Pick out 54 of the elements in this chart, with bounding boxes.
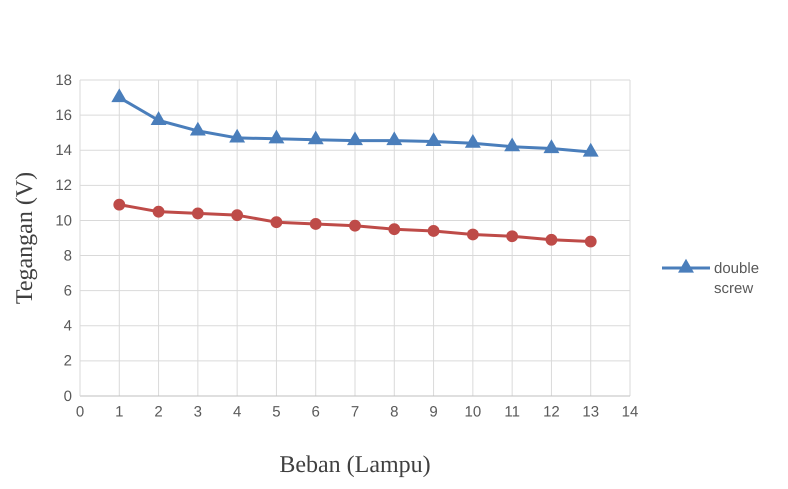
point (428, 225, 440, 237)
x-tick-label: 7 (350, 404, 360, 421)
x-axis-title: Beban (Lampu) (279, 452, 431, 478)
x-tick-label: 11 (504, 404, 520, 421)
point (546, 234, 558, 246)
point (270, 216, 282, 228)
point (584, 236, 597, 248)
x-tick-label: 6 (312, 404, 320, 421)
y-tick-label: 2 (64, 352, 72, 370)
y-tick-label: 14 (55, 142, 72, 160)
point (192, 208, 204, 220)
point (268, 130, 284, 144)
point (388, 223, 400, 236)
y-tick-label: 6 (64, 282, 72, 300)
y-tick-label: 8 (64, 247, 72, 264)
point (466, 228, 479, 240)
y-tick-label: 16 (55, 106, 72, 124)
x-tick-label: 4 (232, 404, 242, 421)
point (111, 88, 128, 102)
point (349, 220, 361, 232)
point (543, 139, 560, 154)
x-tick-label: 12 (543, 404, 560, 421)
point (152, 206, 164, 218)
x-tick-label: 2 (154, 404, 163, 421)
y-tick-label: 12 (55, 177, 72, 194)
point (113, 198, 126, 211)
point (347, 131, 363, 146)
point (582, 142, 599, 157)
x-tick-label: 9 (429, 404, 438, 421)
x-tick-label: 5 (272, 404, 281, 421)
point (506, 230, 518, 242)
point (464, 134, 481, 148)
x-tick-label: 1 (115, 404, 124, 421)
x-tick-label: 14 (622, 404, 638, 421)
y-tick-label: 0 (64, 388, 72, 405)
point (150, 111, 167, 125)
legend-label: double screw (714, 260, 760, 297)
point (310, 218, 322, 230)
x-tick-label: 3 (194, 404, 202, 421)
point (426, 132, 442, 146)
x-tick-label: 13 (582, 404, 600, 421)
x-tick-label: 8 (390, 404, 398, 421)
point (386, 131, 402, 146)
y-tick-label: 4 (64, 318, 72, 335)
point (308, 130, 324, 144)
y-axis-title: Tegangan (V) (12, 172, 38, 304)
y-tick-label: 18 (55, 72, 72, 89)
x-tick-label: 0 (76, 404, 84, 421)
point (190, 122, 206, 136)
point (504, 138, 520, 152)
point (231, 209, 244, 222)
x-tick-label: 10 (464, 404, 482, 421)
point (229, 128, 246, 143)
y-tick-label: 10 (55, 212, 72, 230)
